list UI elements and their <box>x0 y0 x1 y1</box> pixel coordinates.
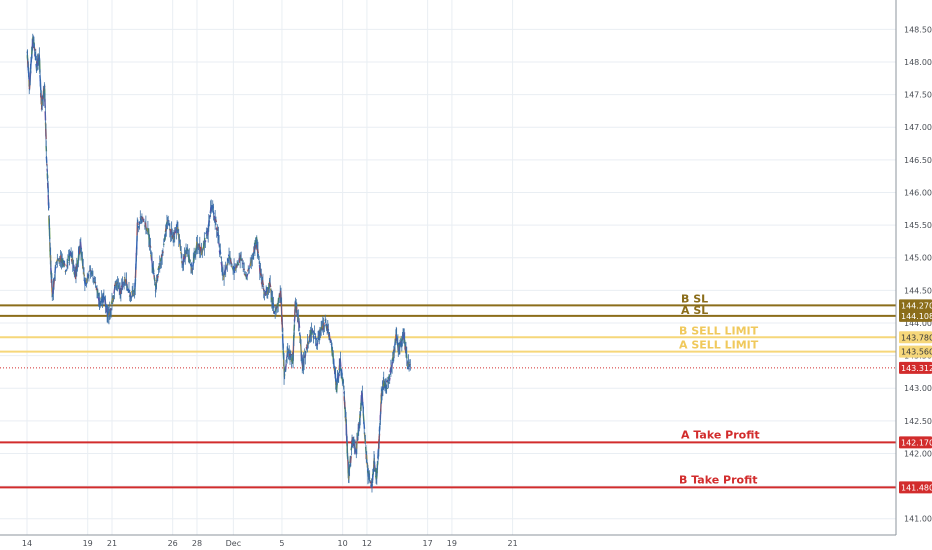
price-tag <box>899 299 932 312</box>
level-label: A SL <box>681 304 708 317</box>
y-tick-label: 148.000 <box>904 58 932 67</box>
x-tick-label: 21 <box>107 539 117 548</box>
y-tick-label: 145.500 <box>904 221 932 230</box>
current-price-tag <box>899 361 932 374</box>
price-tag <box>899 481 932 494</box>
price-tag-label: 143.560 <box>901 348 932 357</box>
price-tag-label: 143.780 <box>901 333 932 342</box>
level-label: B Take Profit <box>679 473 758 486</box>
order-levels: B SLA SL B SELL LIMIT A SELL LIMIT A Take P… <box>0 292 896 489</box>
y-tick-label: 142.500 <box>904 417 932 426</box>
price-series <box>26 33 412 493</box>
y-tick-label: 145.000 <box>904 254 932 263</box>
x-tick-label: 12 <box>362 539 372 548</box>
level-label: B SELL LIMIT <box>679 324 759 337</box>
tick-labels: 14 19 21 26 28 Dec 5 10 12 17 19 21 148.500 148.000 14… <box>22 25 932 548</box>
x-tick-label: 14 <box>22 539 32 548</box>
price-tag-label: 141.480 <box>901 483 932 492</box>
current-price-tag-label: 143.312 <box>901 364 932 373</box>
x-tick-label: 19 <box>447 539 457 548</box>
level-label: A SELL LIMIT <box>679 339 759 352</box>
price-tag-label: 144.270 <box>901 301 932 310</box>
y-tick-label: 148.500 <box>904 25 932 34</box>
y-tick-label: 144.500 <box>904 286 932 295</box>
price-tag <box>899 331 932 344</box>
level-label: A Take Profit <box>681 428 760 441</box>
level-label: B SL <box>681 292 708 305</box>
x-tick-label: 28 <box>192 539 202 548</box>
price-tags: 144.270 144.108 143.780 143.560 142.170 141.4… <box>899 299 932 494</box>
y-tick-label: 142.000 <box>904 449 932 458</box>
x-tick-label: 5 <box>279 539 284 548</box>
y-tick-label: 147.500 <box>904 91 932 100</box>
price-tag <box>899 309 932 322</box>
x-tick-label: 19 <box>83 539 93 548</box>
y-tick-label: 143.000 <box>904 384 932 393</box>
y-tick-label: 147.000 <box>904 123 932 132</box>
price-tag-label: 144.108 <box>901 312 932 321</box>
y-tick-label: 146.500 <box>904 156 932 165</box>
y-tick-label: 146.000 <box>904 188 932 197</box>
grid <box>0 0 896 535</box>
y-tick-label: 141.000 <box>904 515 932 524</box>
x-tick-label: 26 <box>168 539 178 548</box>
x-tick-label: Dec <box>226 539 241 548</box>
x-tick-label: 21 <box>508 539 518 548</box>
price-tag <box>899 436 932 449</box>
price-tag <box>899 345 932 358</box>
x-tick-label: 10 <box>338 539 348 548</box>
axes <box>0 0 897 536</box>
y-tick-label: 144.000 <box>904 319 932 328</box>
price-tag-label: 142.170 <box>901 438 932 447</box>
x-tick-label: 17 <box>423 539 433 548</box>
